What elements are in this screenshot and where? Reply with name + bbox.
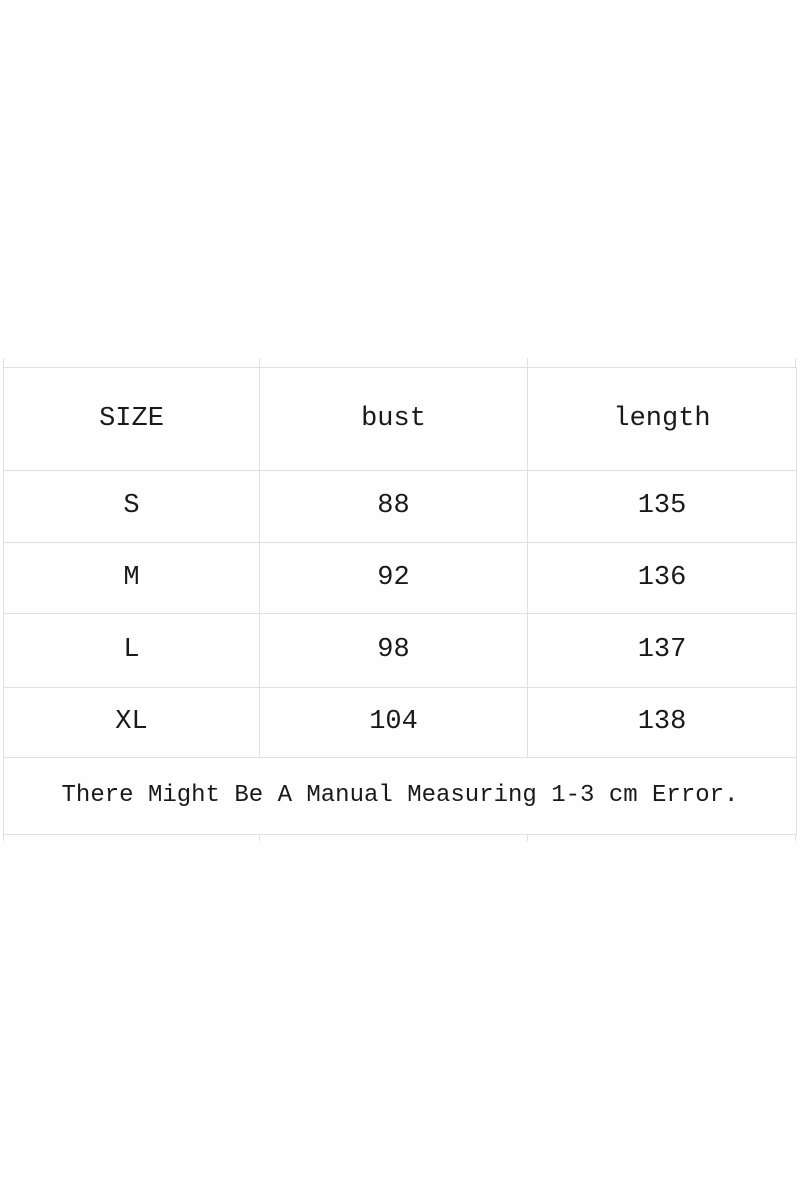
gridline-stub xyxy=(259,358,260,367)
gridline-stub xyxy=(259,835,260,841)
gridline-stub xyxy=(795,835,796,841)
size-chart-table: SIZE bust length S 88 135 M 92 136 L 98 … xyxy=(3,367,797,835)
cell-bust-xl: 104 xyxy=(260,688,528,758)
cell-bust-s: 88 xyxy=(260,471,528,543)
gridline-stub xyxy=(3,358,4,367)
cell-length-l: 137 xyxy=(528,614,796,688)
gridline-stub xyxy=(795,358,796,367)
gridline-stub xyxy=(527,835,528,841)
cell-length-m: 136 xyxy=(528,543,796,614)
cell-length-s: 135 xyxy=(528,471,796,543)
cell-size-m: M xyxy=(4,543,260,614)
header-cell-bust: bust xyxy=(260,368,528,471)
cell-size-l: L xyxy=(4,614,260,688)
cell-size-xl: XL xyxy=(4,688,260,758)
gridline-stub xyxy=(3,835,4,841)
cell-bust-l: 98 xyxy=(260,614,528,688)
cell-size-s: S xyxy=(4,471,260,543)
header-cell-length: length xyxy=(528,368,796,471)
footnote: There Might Be A Manual Measuring 1-3 cm… xyxy=(61,782,739,809)
cell-length-xl: 138 xyxy=(528,688,796,758)
header-cell-size: SIZE xyxy=(4,368,260,471)
cell-bust-m: 92 xyxy=(260,543,528,614)
gridline-stub xyxy=(527,358,528,367)
